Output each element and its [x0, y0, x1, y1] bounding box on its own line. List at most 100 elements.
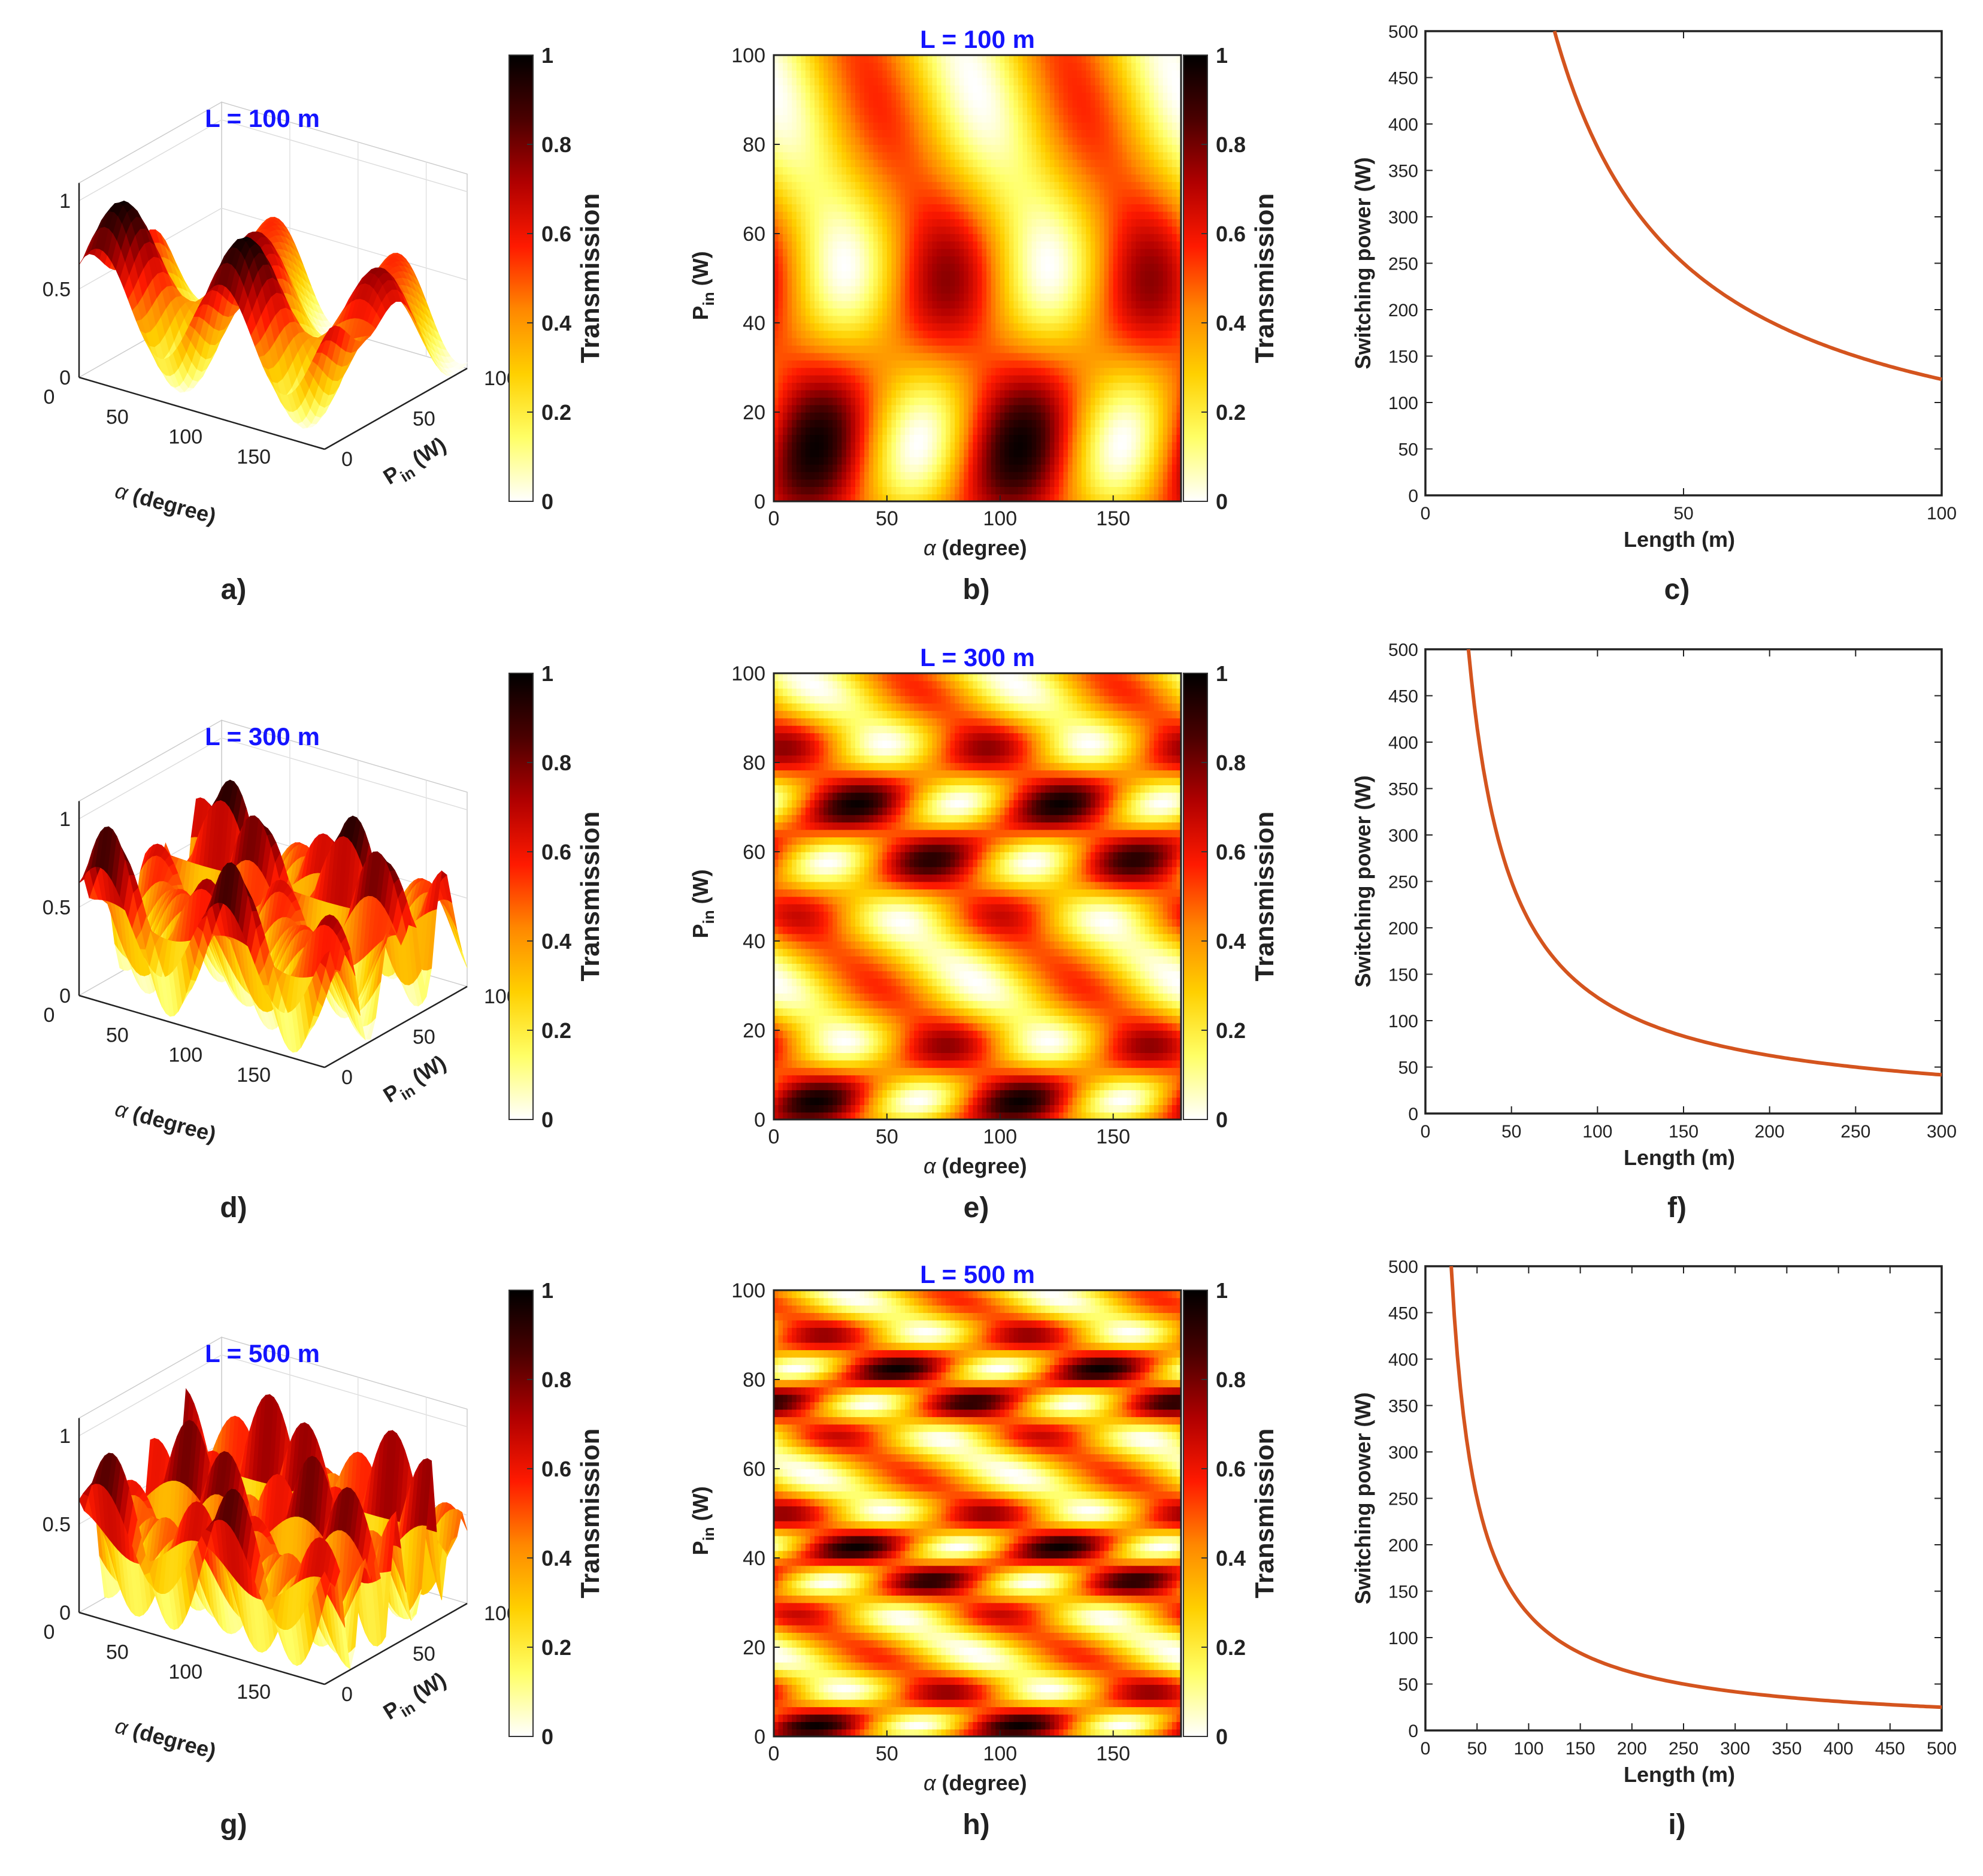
heatmap-cell — [819, 204, 824, 212]
heatmap-cell — [932, 234, 937, 242]
heatmap-cell — [801, 69, 806, 78]
heatmap-cell — [1000, 293, 1006, 301]
heatmap-cell — [968, 167, 974, 175]
heatmap-cell — [877, 248, 883, 257]
heatmap-cell — [914, 345, 919, 353]
heatmap-cell — [905, 226, 910, 234]
heatmap-cell — [977, 159, 983, 168]
heatmap-cell — [991, 389, 997, 398]
heatmap-cell — [828, 323, 834, 331]
heatmap-cell — [859, 404, 865, 413]
heatmap-cell — [896, 308, 901, 316]
heatmap-cell — [1000, 352, 1006, 361]
heatmap-cell — [927, 234, 933, 242]
heatmap-cell — [796, 300, 802, 308]
heatmap-cell — [1009, 84, 1015, 93]
heatmap-cell — [959, 337, 965, 346]
heatmap-cell — [918, 337, 924, 346]
heatmap-cell — [778, 308, 783, 316]
heatmap-cell — [900, 285, 906, 294]
heatmap-cell — [886, 226, 892, 234]
heatmap-cell — [832, 449, 838, 458]
heatmap-cell — [882, 219, 888, 227]
heatmap-cell — [1009, 412, 1015, 420]
heatmap-cell — [873, 129, 879, 138]
heatmap-cell — [815, 382, 820, 391]
heatmap-cell — [873, 300, 879, 308]
heatmap-cell — [859, 367, 865, 376]
heatmap-cell — [886, 62, 892, 71]
heatmap-cell — [1004, 122, 1010, 130]
heatmap-cell — [846, 471, 852, 480]
heatmap-cell — [918, 84, 924, 93]
heatmap-cell — [950, 315, 956, 323]
heatmap-cell — [968, 137, 974, 145]
heatmap-cell — [891, 107, 897, 116]
heatmap-cell — [810, 92, 815, 101]
heatmap-cell — [959, 122, 965, 130]
heatmap-cell — [959, 434, 965, 443]
heatmap-cell — [828, 315, 834, 323]
heatmap-cell — [995, 456, 1001, 465]
heatmap-cell — [837, 464, 843, 473]
heatmap-cell — [1013, 471, 1019, 480]
heatmap-cell — [792, 323, 797, 331]
heatmap-cell — [932, 479, 937, 487]
heatmap-cell — [850, 404, 856, 413]
heatmap-cell — [932, 412, 937, 420]
heatmap-cell — [973, 107, 978, 116]
heatmap-cell — [1004, 241, 1010, 249]
heatmap-cell — [832, 241, 838, 249]
heatmap-cell — [886, 107, 892, 116]
heatmap-cell — [873, 404, 879, 413]
heatmap-cell — [864, 360, 870, 368]
heatmap-cell — [846, 159, 852, 168]
heatmap-cell — [882, 419, 888, 428]
heatmap-cell — [959, 226, 965, 234]
heatmap-cell — [846, 285, 852, 294]
heatmap-cell — [891, 449, 897, 458]
heatmap-cell — [819, 189, 824, 197]
heatmap-cell — [859, 137, 865, 145]
heatmap-cell — [950, 92, 956, 101]
heatmap-cell — [959, 189, 965, 197]
heatmap-cell — [986, 449, 992, 458]
heatmap-cell — [941, 300, 946, 308]
heatmap-cell — [877, 315, 883, 323]
heatmap-cell — [882, 256, 888, 264]
heatmap-cell — [977, 456, 983, 465]
heatmap-cell — [909, 486, 915, 495]
heatmap-cell — [955, 471, 960, 480]
heatmap-cell — [841, 293, 847, 301]
heatmap-cell — [946, 219, 951, 227]
x-tick-label: 100 — [168, 426, 202, 449]
heatmap-cell — [824, 92, 829, 101]
heatmap-cell — [837, 278, 843, 286]
heatmap-cell — [1004, 159, 1010, 168]
heatmap-cell — [950, 382, 956, 391]
heatmap-cell — [900, 456, 906, 465]
heatmap-cell — [959, 345, 965, 353]
heatmap-cell — [1009, 404, 1015, 413]
heatmap-cell — [982, 382, 987, 391]
heatmap-cell — [986, 129, 992, 138]
heatmap-cell — [832, 174, 838, 182]
heatmap-cell — [1013, 234, 1019, 242]
heatmap-cell — [914, 271, 919, 279]
heatmap-cell — [991, 226, 997, 234]
heatmap-cell — [837, 389, 843, 398]
heatmap-cell — [986, 345, 992, 353]
heatmap-cell — [1009, 360, 1015, 368]
heatmap-cell — [855, 479, 861, 487]
heatmap-cell — [946, 256, 951, 264]
heatmap-cell — [968, 99, 974, 108]
heatmap-cell — [946, 167, 951, 175]
heatmap-cell — [815, 486, 820, 495]
heatmap-cell — [841, 404, 847, 413]
heatmap-cell — [995, 315, 1001, 323]
heatmap-cell — [801, 122, 806, 130]
heatmap-cell — [864, 323, 870, 331]
heatmap-cell — [824, 330, 829, 338]
heatmap-cell — [977, 308, 983, 316]
heatmap-cell — [801, 167, 806, 175]
